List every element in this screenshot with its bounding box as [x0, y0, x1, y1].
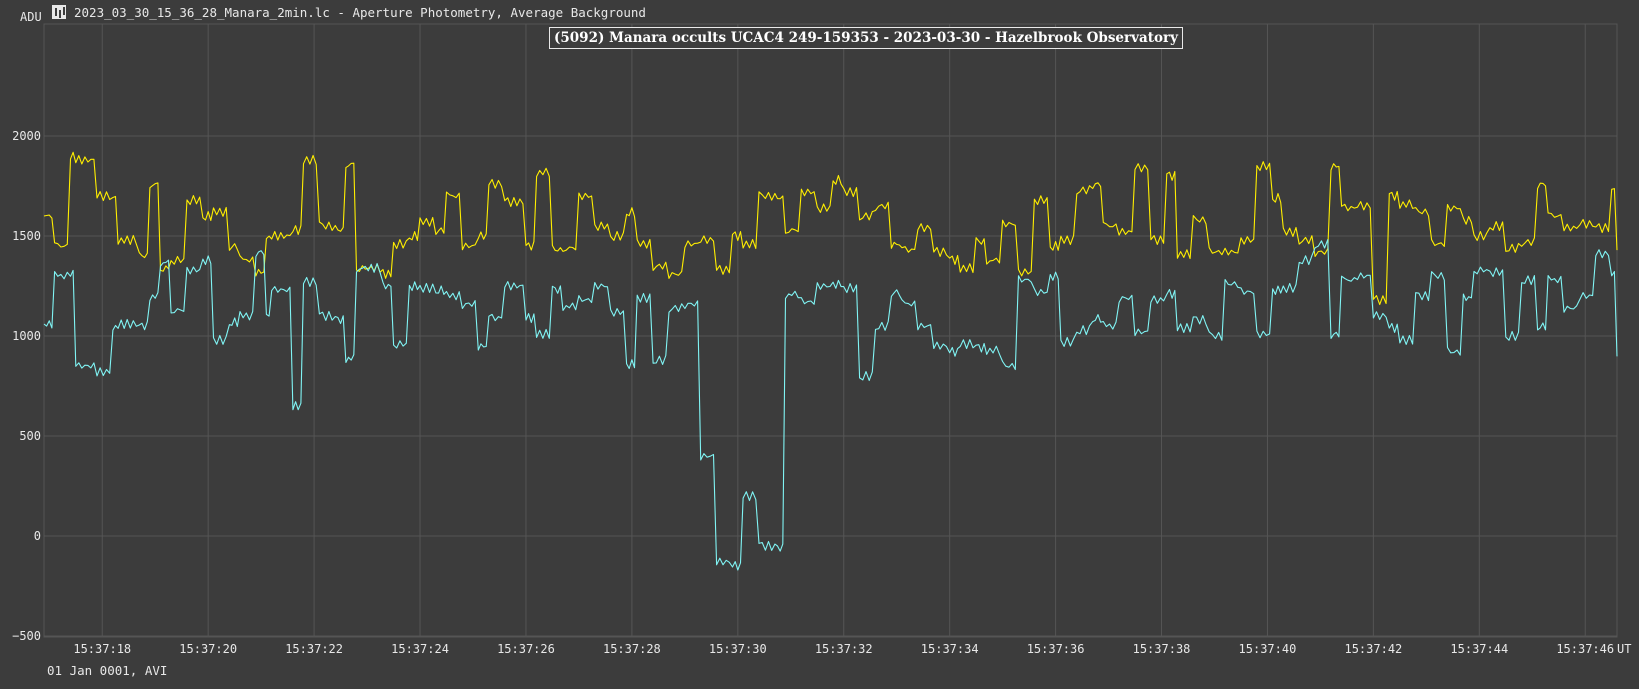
x-tick-label: 15:37:40: [1239, 642, 1297, 656]
window-title: 2023_03_30_15_36_28_Manara_2min.lc - Ape…: [74, 4, 646, 20]
window-header: 2023_03_30_15_36_28_Manara_2min.lc - Ape…: [52, 2, 646, 22]
x-tick-label: 15:37:22: [285, 642, 343, 656]
footer-date-label: 01 Jan 0001, AVI: [47, 663, 168, 678]
y-tick-label: 2000: [12, 129, 41, 143]
x-tick-label: 15:37:20: [179, 642, 237, 656]
x-tick-label: 15:37:24: [391, 642, 449, 656]
chart-icon: [52, 5, 66, 19]
x-tick-label: 15:37:30: [709, 642, 767, 656]
y-axis-ticks: 2000 1500 1000 500 0 −500: [12, 129, 41, 643]
x-tick-label: 15:37:36: [1027, 642, 1085, 656]
x-tick-label: 15:37:28: [603, 642, 661, 656]
x-axis-ticks: 15:37:18 15:37:20 15:37:22 15:37:24 15:37:26…: [73, 642, 1614, 656]
x-tick-label: 15:37:46: [1556, 642, 1614, 656]
series-line-cyan: [43, 239, 1618, 571]
x-axis-unit-label: UT: [1617, 642, 1631, 656]
x-tick-label: 15:37:32: [815, 642, 873, 656]
series-layer: [43, 151, 1618, 571]
chart-title: (5092) Manara occults UCAC4 249-159353 -…: [549, 27, 1183, 49]
y-tick-label: 500: [19, 429, 41, 443]
y-tick-label: 1500: [12, 229, 41, 243]
plot-frame: [43, 23, 1618, 638]
x-tick-label: 15:37:42: [1344, 642, 1402, 656]
x-tick-label: 15:37:18: [73, 642, 131, 656]
x-tick-label: 15:37:26: [497, 642, 555, 656]
x-tick-label: 15:37:38: [1133, 642, 1191, 656]
grid-lines: [43, 23, 1618, 638]
x-tick-label: 15:37:44: [1450, 642, 1508, 656]
y-tick-label: 0: [34, 529, 41, 543]
x-tick-label: 15:37:34: [921, 642, 979, 656]
series-line-yellow: [43, 151, 1618, 306]
y-tick-label: 1000: [12, 329, 41, 343]
y-axis-label: ADU: [20, 10, 42, 24]
y-tick-label: −500: [12, 629, 41, 643]
